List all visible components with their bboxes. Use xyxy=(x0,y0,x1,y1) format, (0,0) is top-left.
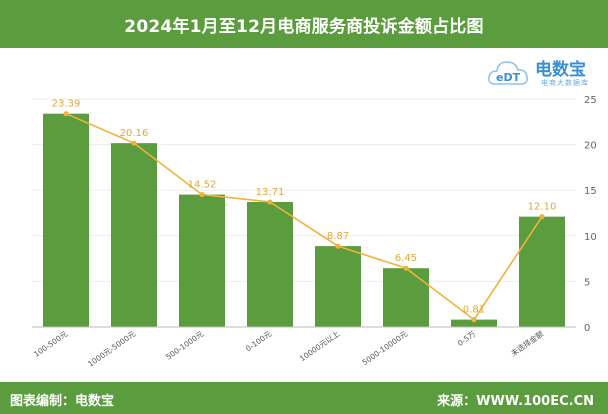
x-tick-label: 0-5万 xyxy=(456,329,478,348)
data-label: 8.87 xyxy=(327,231,349,242)
y-tick-label: 10 xyxy=(584,232,597,243)
bar xyxy=(383,268,429,327)
data-label: 14.52 xyxy=(188,180,217,191)
x-tick-label: 500-1000元 xyxy=(164,329,205,362)
bar xyxy=(179,194,225,327)
brand-logo: eDT 电数宝 电商大数据库 xyxy=(487,52,605,92)
bar xyxy=(315,246,361,327)
x-tick-label: 0-100元 xyxy=(244,329,274,353)
data-label: 0.81 xyxy=(463,305,485,316)
data-labels: 23.39 20.16 14.52 13.71 8.87 6.45 0.81 12.10 xyxy=(52,99,557,316)
data-label: 12.10 xyxy=(528,202,557,213)
title-bar: 2024年1月至12月电商服务商投诉金额占比图 xyxy=(0,0,608,48)
bar xyxy=(43,113,89,327)
y-tick-label: 25 xyxy=(584,95,597,106)
brand-subtitle: 电商大数据库 xyxy=(541,79,589,87)
trend-line xyxy=(63,111,545,323)
cloud-logo-icon: eDT xyxy=(488,61,528,85)
y-tick-label: 20 xyxy=(584,141,597,152)
y-tick-label: 0 xyxy=(584,323,590,334)
line-point xyxy=(403,265,409,271)
brand-name: 电数宝 xyxy=(535,60,586,80)
x-tick-label: 未选择金额 xyxy=(509,328,546,358)
line-point xyxy=(335,243,341,249)
footer-compiler: 图表编制：电数宝 xyxy=(10,394,115,409)
data-label: 6.45 xyxy=(395,253,417,264)
bars xyxy=(43,113,565,327)
data-label: 13.71 xyxy=(256,187,285,198)
line-point xyxy=(131,140,137,146)
x-tick-label: 100-500元 xyxy=(32,329,69,359)
x-tick-label: 5000-10000元 xyxy=(360,329,409,367)
x-tick-label: 1000元-5000元 xyxy=(86,329,137,369)
line-point xyxy=(539,214,545,220)
line-point xyxy=(267,199,273,205)
line-point xyxy=(63,111,69,117)
line-point xyxy=(199,191,205,198)
chart-title: 2024年1月至12月电商服务商投诉金额占比图 xyxy=(124,16,484,37)
y-tick-label: 15 xyxy=(584,186,597,197)
bar xyxy=(111,143,157,327)
line-point xyxy=(471,317,477,323)
bar xyxy=(247,201,293,327)
data-label: 23.39 xyxy=(52,99,81,110)
bar xyxy=(451,319,497,327)
bar-line-chart: 23.39 20.16 14.52 13.71 8.87 6.45 0.81 12.10 0 5… xyxy=(32,95,597,369)
logo-mark: eDT xyxy=(496,71,521,84)
footer-bar: 图表编制：电数宝 来源：WWW.100EC.CN xyxy=(0,382,608,414)
footer-source: 来源：WWW.100EC.CN xyxy=(437,394,594,409)
bar xyxy=(519,216,565,327)
data-label: 20.16 xyxy=(120,128,149,139)
trend-polyline xyxy=(65,112,543,321)
x-tick-label: 10000元以上 xyxy=(298,329,342,363)
y-tick-label: 5 xyxy=(584,277,590,288)
